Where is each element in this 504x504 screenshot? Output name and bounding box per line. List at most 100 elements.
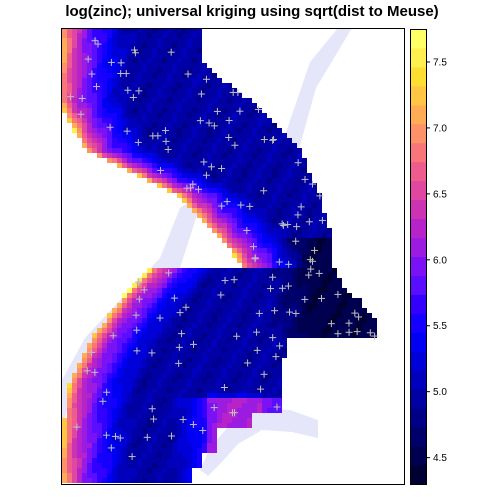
field-cell bbox=[187, 328, 192, 333]
field-cell bbox=[117, 78, 122, 83]
field-cell bbox=[212, 378, 217, 383]
field-cell bbox=[207, 318, 212, 323]
field-cell bbox=[147, 38, 152, 43]
field-cell bbox=[262, 198, 267, 203]
field-cell bbox=[162, 463, 167, 468]
field-cell bbox=[67, 48, 72, 53]
field-cell bbox=[112, 403, 117, 408]
field-cell bbox=[147, 298, 152, 303]
field-cell bbox=[77, 98, 82, 103]
field-cell bbox=[227, 123, 232, 128]
field-cell bbox=[307, 213, 312, 218]
field-cell bbox=[337, 278, 342, 283]
field-cell bbox=[252, 373, 257, 378]
field-cell bbox=[172, 268, 177, 273]
field-cell bbox=[267, 408, 272, 413]
field-cell bbox=[237, 388, 242, 393]
field-cell bbox=[157, 303, 162, 308]
field-cell bbox=[112, 383, 117, 388]
field-cell bbox=[267, 358, 272, 363]
field-cell bbox=[207, 138, 212, 143]
field-cell bbox=[262, 208, 267, 213]
field-cell bbox=[302, 158, 307, 163]
field-cell bbox=[122, 33, 127, 38]
field-cell bbox=[87, 63, 92, 68]
field-cell bbox=[97, 368, 102, 373]
field-cell bbox=[97, 143, 102, 148]
field-cell bbox=[147, 328, 152, 333]
field-cell bbox=[167, 48, 172, 53]
field-cell bbox=[167, 393, 172, 398]
field-cell bbox=[267, 118, 272, 123]
field-cell bbox=[162, 373, 167, 378]
field-cell bbox=[127, 463, 132, 468]
field-cell bbox=[147, 143, 152, 148]
field-cell bbox=[262, 283, 267, 288]
field-cell bbox=[167, 153, 172, 158]
field-cell bbox=[272, 403, 277, 408]
field-cell bbox=[247, 298, 252, 303]
field-cell bbox=[187, 188, 192, 193]
field-cell bbox=[257, 408, 262, 413]
field-cell bbox=[122, 43, 127, 48]
observation-marker bbox=[301, 175, 309, 183]
observation-marker bbox=[122, 70, 130, 78]
field-cell bbox=[112, 68, 117, 73]
field-cell bbox=[182, 308, 187, 313]
field-cell bbox=[132, 388, 137, 393]
field-cell bbox=[97, 373, 102, 378]
field-cell bbox=[287, 188, 292, 193]
field-cell bbox=[132, 318, 137, 323]
field-cell bbox=[232, 268, 237, 273]
field-cell bbox=[82, 138, 87, 143]
field-cell bbox=[137, 478, 142, 483]
field-cell bbox=[257, 243, 262, 248]
field-cell bbox=[112, 138, 117, 143]
field-cell bbox=[342, 298, 347, 303]
field-cell bbox=[317, 223, 322, 228]
field-cell bbox=[232, 288, 237, 293]
field-cell bbox=[162, 298, 167, 303]
field-cell bbox=[297, 248, 302, 253]
field-cell bbox=[137, 63, 142, 68]
field-cell bbox=[232, 358, 237, 363]
field-cell bbox=[147, 323, 152, 328]
field-cell bbox=[297, 323, 302, 328]
field-cell bbox=[122, 78, 127, 83]
field-cell bbox=[137, 368, 142, 373]
field-cell bbox=[257, 148, 262, 153]
field-cell bbox=[192, 403, 197, 408]
field-cell bbox=[212, 333, 217, 338]
field-cell bbox=[137, 123, 142, 128]
field-cell bbox=[322, 213, 327, 218]
field-cell bbox=[137, 383, 142, 388]
field-cell bbox=[62, 53, 67, 58]
field-cell bbox=[137, 343, 142, 348]
observation-marker bbox=[150, 415, 158, 423]
field-cell bbox=[337, 288, 342, 293]
field-cell bbox=[112, 38, 117, 43]
field-cell bbox=[157, 308, 162, 313]
field-cell bbox=[362, 313, 367, 318]
field-cell bbox=[227, 328, 232, 333]
observation-marker bbox=[148, 349, 156, 357]
field-cell bbox=[187, 338, 192, 343]
field-cell bbox=[182, 293, 187, 298]
field-cell bbox=[292, 333, 297, 338]
field-cell bbox=[177, 473, 182, 478]
field-cell bbox=[142, 378, 147, 383]
field-cell bbox=[112, 388, 117, 393]
field-cell bbox=[177, 108, 182, 113]
field-cell bbox=[77, 128, 82, 133]
field-cell bbox=[242, 118, 247, 123]
field-cell bbox=[232, 403, 237, 408]
field-cell bbox=[367, 318, 372, 323]
field-cell bbox=[162, 328, 167, 333]
field-cell bbox=[272, 258, 277, 263]
field-cell bbox=[222, 133, 227, 138]
field-cell bbox=[297, 173, 302, 178]
field-cell bbox=[277, 373, 282, 378]
colorbar-step bbox=[410, 389, 426, 409]
field-cell bbox=[272, 218, 277, 223]
field-cell bbox=[197, 103, 202, 108]
